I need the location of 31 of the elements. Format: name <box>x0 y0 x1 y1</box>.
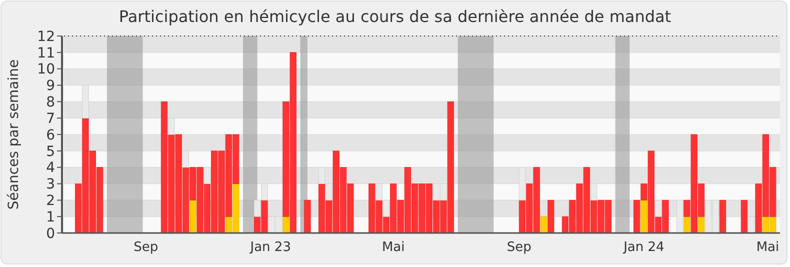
y-tick-label: 5 <box>46 144 55 160</box>
x-tick-label: Sep <box>506 240 532 255</box>
bar <box>282 216 290 234</box>
y-tick-label: 8 <box>46 94 55 111</box>
y-axis-title: Séances par semaine <box>6 59 22 210</box>
y-tick-label: 4 <box>46 160 56 176</box>
y-tick-label: 2 <box>46 193 55 210</box>
x-tick-label: Mai <box>756 240 780 255</box>
y-tick-label: 12 <box>37 28 55 45</box>
y-tick-label: 11 <box>37 45 55 62</box>
bar <box>304 200 311 234</box>
bar <box>740 200 748 234</box>
x-tick-label: Jan 23 <box>249 240 291 255</box>
bar <box>540 216 548 234</box>
bar <box>548 200 554 234</box>
y-tick-label: 6 <box>46 127 56 144</box>
bar <box>698 216 705 234</box>
y-tick-label: 10 <box>37 62 55 78</box>
y-tick-label: 9 <box>46 78 55 94</box>
bar <box>190 200 196 234</box>
chart-title: Participation en hémicycle au cours de sa dernière année de mandat <box>118 7 672 26</box>
y-tick-label: 3 <box>46 176 55 193</box>
bar <box>640 200 648 234</box>
bar <box>684 216 690 234</box>
y-tick-label: 7 <box>46 110 55 127</box>
x-tick-label: Sep <box>134 240 158 255</box>
x-tick-label: Mai <box>382 240 405 255</box>
x-tick-label: Jan 24 <box>622 240 664 255</box>
bar <box>719 200 726 234</box>
y-tick-label: 0 <box>46 226 55 242</box>
y-tick-label: 1 <box>46 209 55 226</box>
